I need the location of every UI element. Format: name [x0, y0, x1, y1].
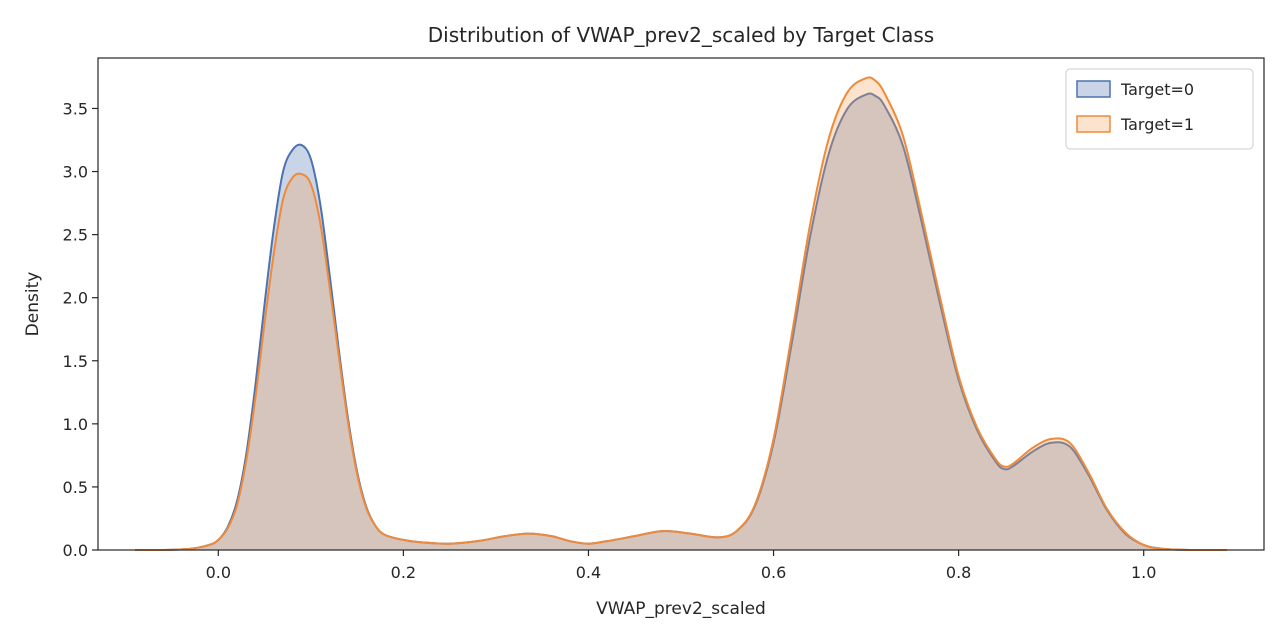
y-axis-label: Density [23, 272, 43, 337]
chart-title: Distribution of VWAP_prev2_scaled by Tar… [428, 23, 934, 47]
legend-frame [1065, 68, 1254, 150]
series-layer [135, 76, 1227, 551]
x-tick-label: 0.4 [576, 563, 601, 582]
plot-frame [97, 57, 1265, 551]
legend-swatch-target-0 [1076, 80, 1111, 98]
x-axis-ticks: 0.0 0.2 0.4 0.6 0.8 1.0 [206, 550, 1156, 582]
y-tick-label: 0.0 [63, 541, 88, 560]
y-tick-label: 2.0 [63, 289, 88, 308]
x-tick-label: 0.0 [206, 563, 231, 582]
density-area-target-1 [135, 77, 1227, 551]
y-tick-label: 3.5 [63, 99, 88, 118]
x-tick-label: 0.6 [761, 563, 786, 582]
y-tick-label: 0.5 [63, 478, 88, 497]
x-axis-label: VWAP_prev2_scaled [596, 599, 766, 619]
density-line-target-1 [135, 76, 1227, 551]
x-tick-label: 0.2 [391, 563, 416, 582]
y-axis-ticks: 0.0 0.5 1.0 1.5 2.0 2.5 3.0 3.5 [63, 99, 98, 560]
legend: Target=0 Target=1 [1065, 68, 1254, 150]
legend-label-target-0: Target=0 [1120, 80, 1194, 99]
x-tick-label: 0.8 [946, 563, 971, 582]
legend-swatch-target-1 [1076, 115, 1111, 133]
legend-label-target-1: Target=1 [1120, 115, 1194, 134]
y-tick-label: 2.5 [63, 226, 88, 245]
y-tick-label: 1.0 [63, 415, 88, 434]
axes-layer [97, 57, 1265, 551]
density-area-target-0 [135, 93, 1227, 551]
y-tick-label: 3.0 [63, 163, 88, 182]
y-tick-label: 1.5 [63, 352, 88, 371]
x-tick-label: 1.0 [1131, 563, 1156, 582]
